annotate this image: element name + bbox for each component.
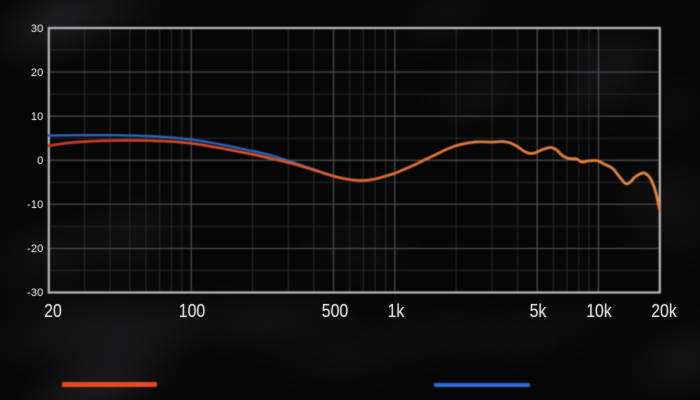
y-axis-tick-label: -10 bbox=[27, 198, 44, 211]
x-axis-tick-label: 1k bbox=[387, 301, 405, 321]
y-axis-tick-label: -30 bbox=[27, 287, 44, 299]
blue-curve bbox=[47, 133, 661, 212]
y-axis-tick-label: 30 bbox=[30, 22, 44, 35]
red-curve bbox=[47, 139, 662, 212]
legend-red-swatch bbox=[61, 382, 157, 387]
x-axis-tick-label: 100 bbox=[178, 301, 206, 321]
y-axis-tick-label: 0 bbox=[37, 154, 44, 167]
y-axis-tick-label: -20 bbox=[27, 242, 44, 255]
y-axis-tick-label: 10 bbox=[30, 110, 44, 123]
x-axis-tick-label: 500 bbox=[321, 301, 348, 321]
x-axis-tick-label: 5k bbox=[529, 301, 547, 321]
legend-blue-swatch bbox=[433, 382, 530, 387]
x-axis-tick-label: 10k bbox=[586, 301, 613, 321]
x-axis-tick-label: 20k bbox=[651, 301, 677, 321]
x-axis-tick-label: 20 bbox=[44, 301, 62, 321]
plot-frame bbox=[47, 26, 661, 294]
y-axis-tick-label: 20 bbox=[30, 66, 44, 79]
